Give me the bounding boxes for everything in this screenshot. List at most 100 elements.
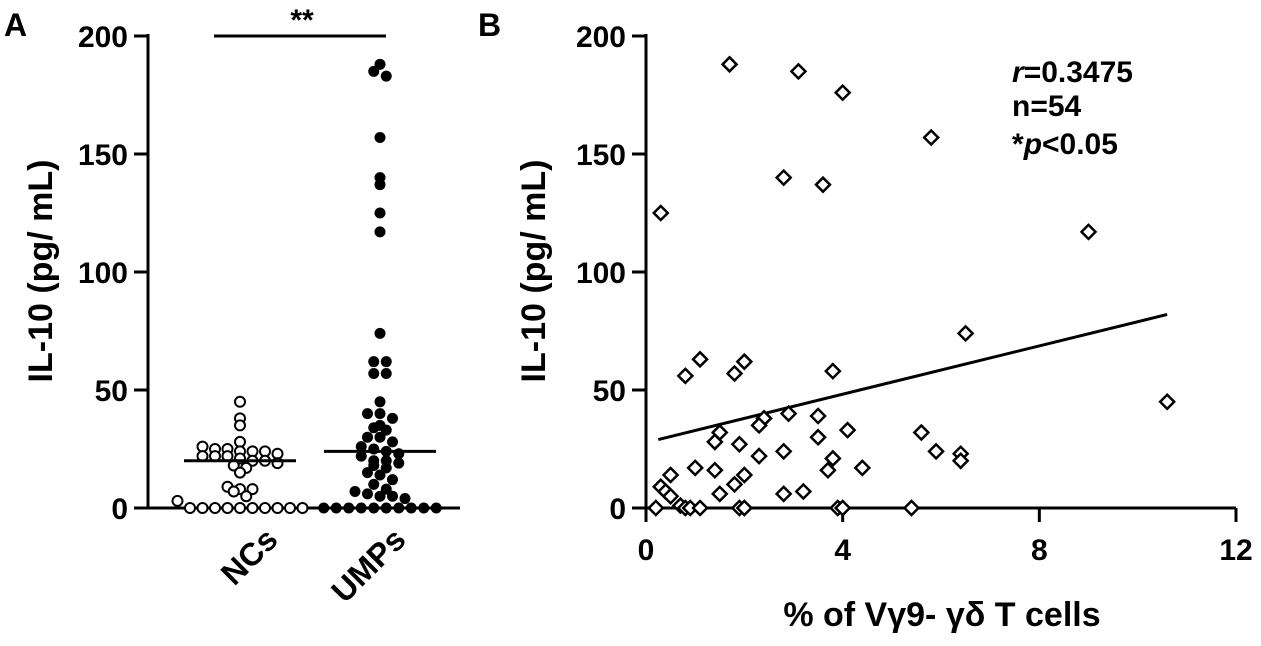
panel-a-y-tick-label: 100 [78,257,128,290]
ump-point [362,488,373,500]
scatter-point [720,55,739,74]
scatter-point [794,482,813,501]
ump-point [362,467,373,479]
nc-point [209,502,221,514]
nc-point [234,395,246,408]
p-symbol: p [1023,128,1042,161]
panel-a-points [171,58,442,514]
scatter-point [730,435,749,454]
scatter-point [710,485,729,503]
scatter-point [774,442,793,461]
scatter-point [819,461,837,480]
panel-b-x-axis-label: % of Vγ9- γδ T cells [783,596,1100,634]
ump-point [362,431,373,443]
scatter-point [750,447,768,465]
ump-point [362,408,373,420]
panel-b-x-tick-label: 4 [834,534,851,567]
ump-point [368,460,380,472]
nc-point [259,502,271,514]
scatter-point [853,459,872,477]
nc-point [240,490,253,503]
nc-point [271,502,284,514]
ump-point [374,179,386,191]
ump-point [374,431,386,443]
ump-point [393,502,405,514]
nc-point [284,502,296,514]
ump-point [374,396,386,408]
scatter-point [902,499,921,517]
ump-point [374,131,386,143]
ump-point [374,327,386,339]
scatter-point [706,461,724,480]
nc-point [227,485,240,498]
panel-a-y-tick-label: 150 [78,139,128,172]
ump-point [430,502,442,514]
ump-point [355,450,367,462]
panel-b-x-tick-label: 8 [1031,534,1048,567]
ump-point [374,490,386,502]
category-label-ncs: NCs [214,521,285,592]
category-label-umps: UMPs [324,521,412,609]
nc-point [221,502,234,514]
panel-b-y-tick-label: 50 [593,375,626,408]
panel-b-points [647,55,1176,517]
scatter-point [824,362,842,380]
ump-point [380,356,392,368]
panel-b-y-tick-label: 150 [576,139,626,172]
panel-b-y-tick-label: 200 [576,21,626,54]
sample-size: n=54 [1012,90,1082,123]
scatter-point [809,428,827,446]
scatter-point [735,352,754,371]
scatter-point [661,487,680,505]
ump-point [330,502,342,514]
scatter-point [809,407,827,425]
scatter-point [651,204,670,222]
panel-a-y-axis-ticks: 0 50 100 150 200 [78,21,148,526]
p-value: *p<0.05 [1012,128,1118,161]
panel-b-y-tick-label: 0 [609,493,626,526]
scatter-point [956,324,975,343]
ump-point [380,483,392,495]
ump-point [355,441,367,453]
scatter-point [833,83,852,102]
scatter-point [750,416,768,435]
ump-point [368,502,380,514]
ump-point [374,226,386,238]
panel-a-y-tick-label: 50 [95,375,128,408]
ump-point [380,70,392,82]
scatter-point [706,433,724,451]
ump-point [418,502,430,514]
panel-b-x-tick-label: 12 [1219,534,1252,567]
ump-point [399,493,411,505]
scatter-point [779,404,798,423]
scatter-point [735,466,754,484]
panel-b-y-tick-label: 100 [576,257,626,290]
ump-point [343,502,355,514]
ump-point [393,457,405,469]
scatter-point [676,367,695,385]
scatter-point [951,452,970,470]
scatter-point [686,459,704,477]
ump-point [368,65,380,77]
nc-point [246,502,259,514]
ump-point [380,424,392,436]
r-symbol: r [1012,56,1026,89]
scatter-point [912,423,931,442]
ump-point [387,490,398,502]
correlation-r: r=0.3475 [1012,56,1133,89]
nc-point [184,502,196,514]
scatter-point [838,421,857,439]
scatter-point [725,364,744,383]
scatter-point [691,499,709,517]
panel-a-y-axis-label: IL-10 (pg/ mL) [22,160,60,383]
nc-point [234,466,246,479]
ump-point [355,502,367,514]
nc-point [196,502,209,514]
regression-line [657,313,1168,442]
scatter-point [691,350,709,369]
ump-point [368,422,380,434]
nc-point [171,494,184,507]
nc-point [234,502,246,514]
scatter-point [1079,223,1098,241]
